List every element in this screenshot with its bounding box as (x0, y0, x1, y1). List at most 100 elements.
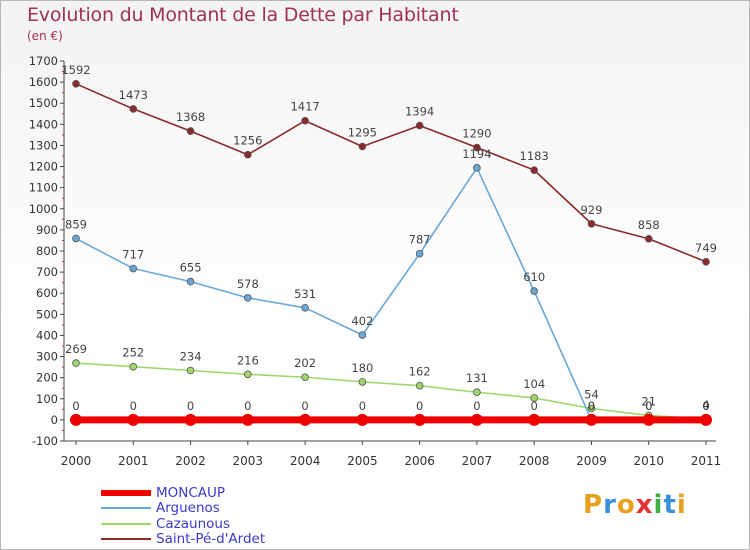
data-point (530, 166, 538, 174)
data-point (358, 378, 367, 386)
data-label: 0 (645, 399, 652, 413)
legend-label: Cazaunous (156, 515, 231, 532)
data-label: 0 (473, 399, 480, 413)
data-point (244, 294, 252, 302)
data-point (72, 80, 80, 88)
data-label: 1394 (405, 105, 434, 119)
data-point (587, 404, 596, 413)
data-label: 0 (72, 399, 79, 413)
series-line-saint-p-d-ardet (75, 83, 707, 263)
data-point (186, 366, 195, 375)
data-point (301, 373, 309, 382)
y-tick-label: 1300 (29, 138, 58, 152)
data-point (358, 331, 367, 339)
series-line-arguenos (75, 167, 707, 421)
data-label: 0 (416, 399, 423, 413)
data-label: 4 (702, 398, 709, 412)
x-tick-label: 2011 (691, 454, 722, 468)
data-point (473, 164, 481, 172)
data-point (473, 143, 481, 152)
data-point (358, 142, 367, 151)
data-point (301, 303, 309, 312)
data-label: 1290 (462, 127, 491, 141)
data-point (129, 264, 138, 273)
data-label: 131 (466, 371, 488, 385)
data-label: 0 (588, 399, 595, 413)
legend-swatch-arguenos (101, 507, 151, 510)
data-label: 104 (523, 377, 545, 391)
data-label: 0 (301, 399, 308, 413)
data-label: 859 (65, 218, 87, 232)
x-tick-label: 2003 (233, 454, 264, 468)
data-label: 1295 (348, 126, 377, 140)
data-label: 531 (294, 287, 316, 301)
data-label: 0 (187, 399, 194, 413)
data-label: 610 (523, 270, 545, 284)
data-point (585, 413, 598, 426)
data-point (241, 413, 254, 426)
series-line-cazaunous (75, 362, 707, 420)
proxiti-logo: Proxiti (583, 490, 687, 520)
data-point (473, 388, 481, 397)
data-point (530, 394, 538, 402)
y-tick-label: 100 (36, 392, 58, 406)
data-label: 0 (531, 399, 538, 413)
data-label: 0 (244, 399, 251, 413)
y-tick-label: 400 (36, 328, 58, 342)
logo-letter: r (603, 490, 617, 520)
x-tick-label: 2006 (404, 454, 435, 468)
data-label: 1183 (520, 149, 549, 163)
logo-letter: o (616, 490, 636, 520)
data-label: 929 (580, 203, 602, 217)
data-label: 402 (351, 314, 373, 328)
data-label: 1473 (119, 88, 148, 102)
data-label: 1417 (290, 100, 319, 114)
logo-letter: x (635, 490, 654, 520)
data-label: 858 (638, 218, 660, 232)
data-label: 0 (645, 399, 652, 413)
data-label: 1592 (61, 63, 90, 77)
data-label: 1368 (176, 110, 205, 124)
legend-swatch-moncaup (101, 489, 151, 496)
y-tick-label: -100 (32, 434, 58, 448)
x-tick-label: 2008 (519, 454, 550, 468)
logo-letter: t (663, 490, 677, 520)
legend-label: Saint-Pé-d'Ardet (156, 531, 266, 548)
legend-label: Arguenos (156, 500, 220, 517)
data-label: 234 (180, 349, 202, 363)
data-label: 180 (351, 361, 373, 375)
y-tick-label: 300 (36, 350, 58, 364)
data-label: 787 (409, 233, 431, 247)
data-label: 21 (641, 394, 656, 408)
data-point (72, 359, 80, 367)
y-tick-label: 1400 (29, 117, 58, 131)
data-point (72, 234, 80, 243)
y-tick-label: 1600 (29, 75, 58, 89)
chart-subtitle: (en €) (27, 29, 63, 43)
x-tick-label: 2000 (61, 454, 92, 468)
legend-item-cazaunous: Cazaunous (101, 516, 265, 532)
data-label: 655 (180, 261, 202, 275)
legend-item-arguenos: Arguenos (101, 500, 265, 517)
data-label: 162 (409, 365, 431, 379)
data-label: 1194 (462, 147, 491, 161)
chart-title: Evolution du Montant de la Dette par Hab… (27, 4, 459, 26)
legend: MONCAUP Arguenos Cazaunous Saint-Pé-d'Ar… (101, 485, 265, 547)
data-point (186, 277, 195, 286)
x-tick-label: 2007 (462, 454, 493, 468)
y-tick-label: 0 (51, 413, 58, 427)
data-label: 0 (359, 399, 366, 413)
y-tick-label: 800 (36, 244, 58, 258)
y-tick-label: 1000 (29, 202, 58, 216)
x-tick-label: 2002 (175, 454, 206, 468)
data-point (700, 413, 712, 426)
data-point (413, 413, 426, 426)
x-tick-label: 2009 (576, 454, 607, 468)
legend-item-saint-pe-d-ardet: Saint-Pé-d'Ardet (101, 531, 266, 548)
data-label: 269 (65, 342, 87, 356)
data-label: 0 (702, 399, 709, 413)
data-point (70, 413, 82, 426)
y-tick-label: 900 (36, 223, 58, 237)
data-point (415, 249, 424, 258)
